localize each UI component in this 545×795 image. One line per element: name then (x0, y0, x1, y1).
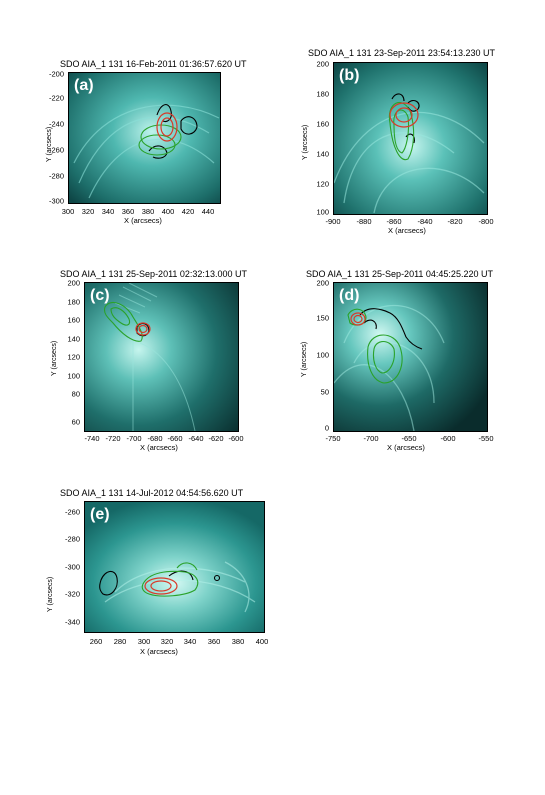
y-tick: 120 (316, 179, 329, 189)
x-tick: 380 (231, 637, 245, 646)
y-tick: 180 (67, 297, 80, 307)
x-axis-label: X (arcsecs) (140, 647, 178, 656)
x-tick: -900 (325, 217, 341, 226)
y-tick: 160 (316, 119, 329, 129)
x-tick: 300 (61, 207, 75, 216)
x-axis-label: X (arcsecs) (124, 216, 162, 225)
panel-title: SDO AIA_1 131 23-Sep-2011 23:54:13.230 U… (308, 48, 495, 58)
x-tick: 260 (89, 637, 103, 646)
x-tick: 400 (255, 637, 269, 646)
y-tick: 0 (324, 423, 329, 433)
x-axis-label: X (arcsecs) (388, 226, 426, 235)
y-tick: 140 (316, 149, 329, 159)
x-tick: 380 (141, 207, 155, 216)
panel-title: SDO AIA_1 131 16-Feb-2011 01:36:57.620 U… (60, 59, 247, 69)
x-tick: 320 (160, 637, 174, 646)
y-tick: -280 (48, 171, 64, 181)
x-tick: 280 (113, 637, 127, 646)
x-tick: -640 (188, 434, 204, 443)
x-tick: -720 (105, 434, 121, 443)
x-tick: -600 (440, 434, 456, 443)
solar-image: (a) (68, 72, 221, 204)
x-tick: -860 (386, 217, 402, 226)
y-tick: 100 (316, 207, 329, 217)
x-tick: 340 (101, 207, 115, 216)
x-tick: -840 (417, 217, 433, 226)
panel-label: (c) (90, 287, 110, 304)
x-tick: 440 (201, 207, 215, 216)
x-tick: 400 (161, 207, 175, 216)
y-tick: 100 (67, 371, 80, 381)
y-tick: 200 (316, 59, 329, 69)
solar-image: (c) (84, 282, 239, 432)
x-tick: 300 (137, 637, 151, 646)
y-tick: -300 (64, 562, 80, 572)
y-tick: -300 (48, 196, 64, 206)
y-tick: -260 (48, 145, 64, 155)
x-tick: -600 (228, 434, 244, 443)
x-axis-label: X (arcsecs) (387, 443, 425, 452)
y-tick: -340 (64, 617, 80, 627)
x-tick: 360 (121, 207, 135, 216)
x-tick: -700 (363, 434, 379, 443)
x-tick: -700 (126, 434, 142, 443)
aia-131-image-b (334, 63, 487, 214)
aia-131-image-d (334, 283, 487, 431)
x-tick: -660 (167, 434, 183, 443)
y-tick: 150 (316, 313, 329, 323)
x-tick: -750 (325, 434, 341, 443)
x-axis-label: X (arcsecs) (140, 443, 178, 452)
y-tick: -240 (48, 119, 64, 129)
y-tick: 200 (67, 278, 80, 288)
y-tick: 140 (67, 334, 80, 344)
y-tick: 60 (71, 417, 80, 427)
x-tick: -650 (401, 434, 417, 443)
y-tick: -280 (64, 534, 80, 544)
x-tick: -680 (147, 434, 163, 443)
solar-image: (d) (333, 282, 488, 432)
y-tick: 50 (320, 387, 329, 397)
x-tick: -800 (478, 217, 494, 226)
y-tick: 120 (67, 352, 80, 362)
x-tick: 420 (181, 207, 195, 216)
y-tick: 100 (316, 350, 329, 360)
x-tick: -880 (356, 217, 372, 226)
x-tick: -820 (447, 217, 463, 226)
y-axis-label: Y (arcsecs) (46, 126, 53, 162)
panel-label: (d) (339, 287, 360, 304)
solar-image: (e) (84, 501, 265, 633)
panel-title: SDO AIA_1 131 25-Sep-2011 04:45:25.220 U… (306, 269, 493, 279)
solar-image: (b) (333, 62, 488, 215)
x-tick: -620 (208, 434, 224, 443)
y-tick: 160 (67, 315, 80, 325)
panel-label: (b) (339, 67, 360, 84)
panel-title: SDO AIA_1 131 25-Sep-2011 02:32:13.000 U… (60, 269, 247, 279)
y-tick: 80 (71, 389, 80, 399)
y-tick: -320 (64, 589, 80, 599)
x-tick: 320 (81, 207, 95, 216)
x-tick: 340 (183, 637, 197, 646)
aia-131-image-c (85, 283, 238, 431)
x-tick: 360 (207, 637, 221, 646)
panel-title: SDO AIA_1 131 14-Jul-2012 04:54:56.620 U… (60, 488, 244, 498)
aia-131-image-e (85, 502, 264, 632)
y-tick: -200 (48, 69, 64, 79)
x-tick: -740 (84, 434, 100, 443)
y-tick: -220 (48, 93, 64, 103)
x-tick: -550 (478, 434, 494, 443)
y-tick: 200 (316, 278, 329, 288)
aia-131-image-a (69, 73, 220, 203)
panel-label: (e) (90, 506, 110, 523)
y-tick: 180 (316, 89, 329, 99)
y-tick: -260 (64, 507, 80, 517)
panel-label: (a) (74, 77, 94, 94)
